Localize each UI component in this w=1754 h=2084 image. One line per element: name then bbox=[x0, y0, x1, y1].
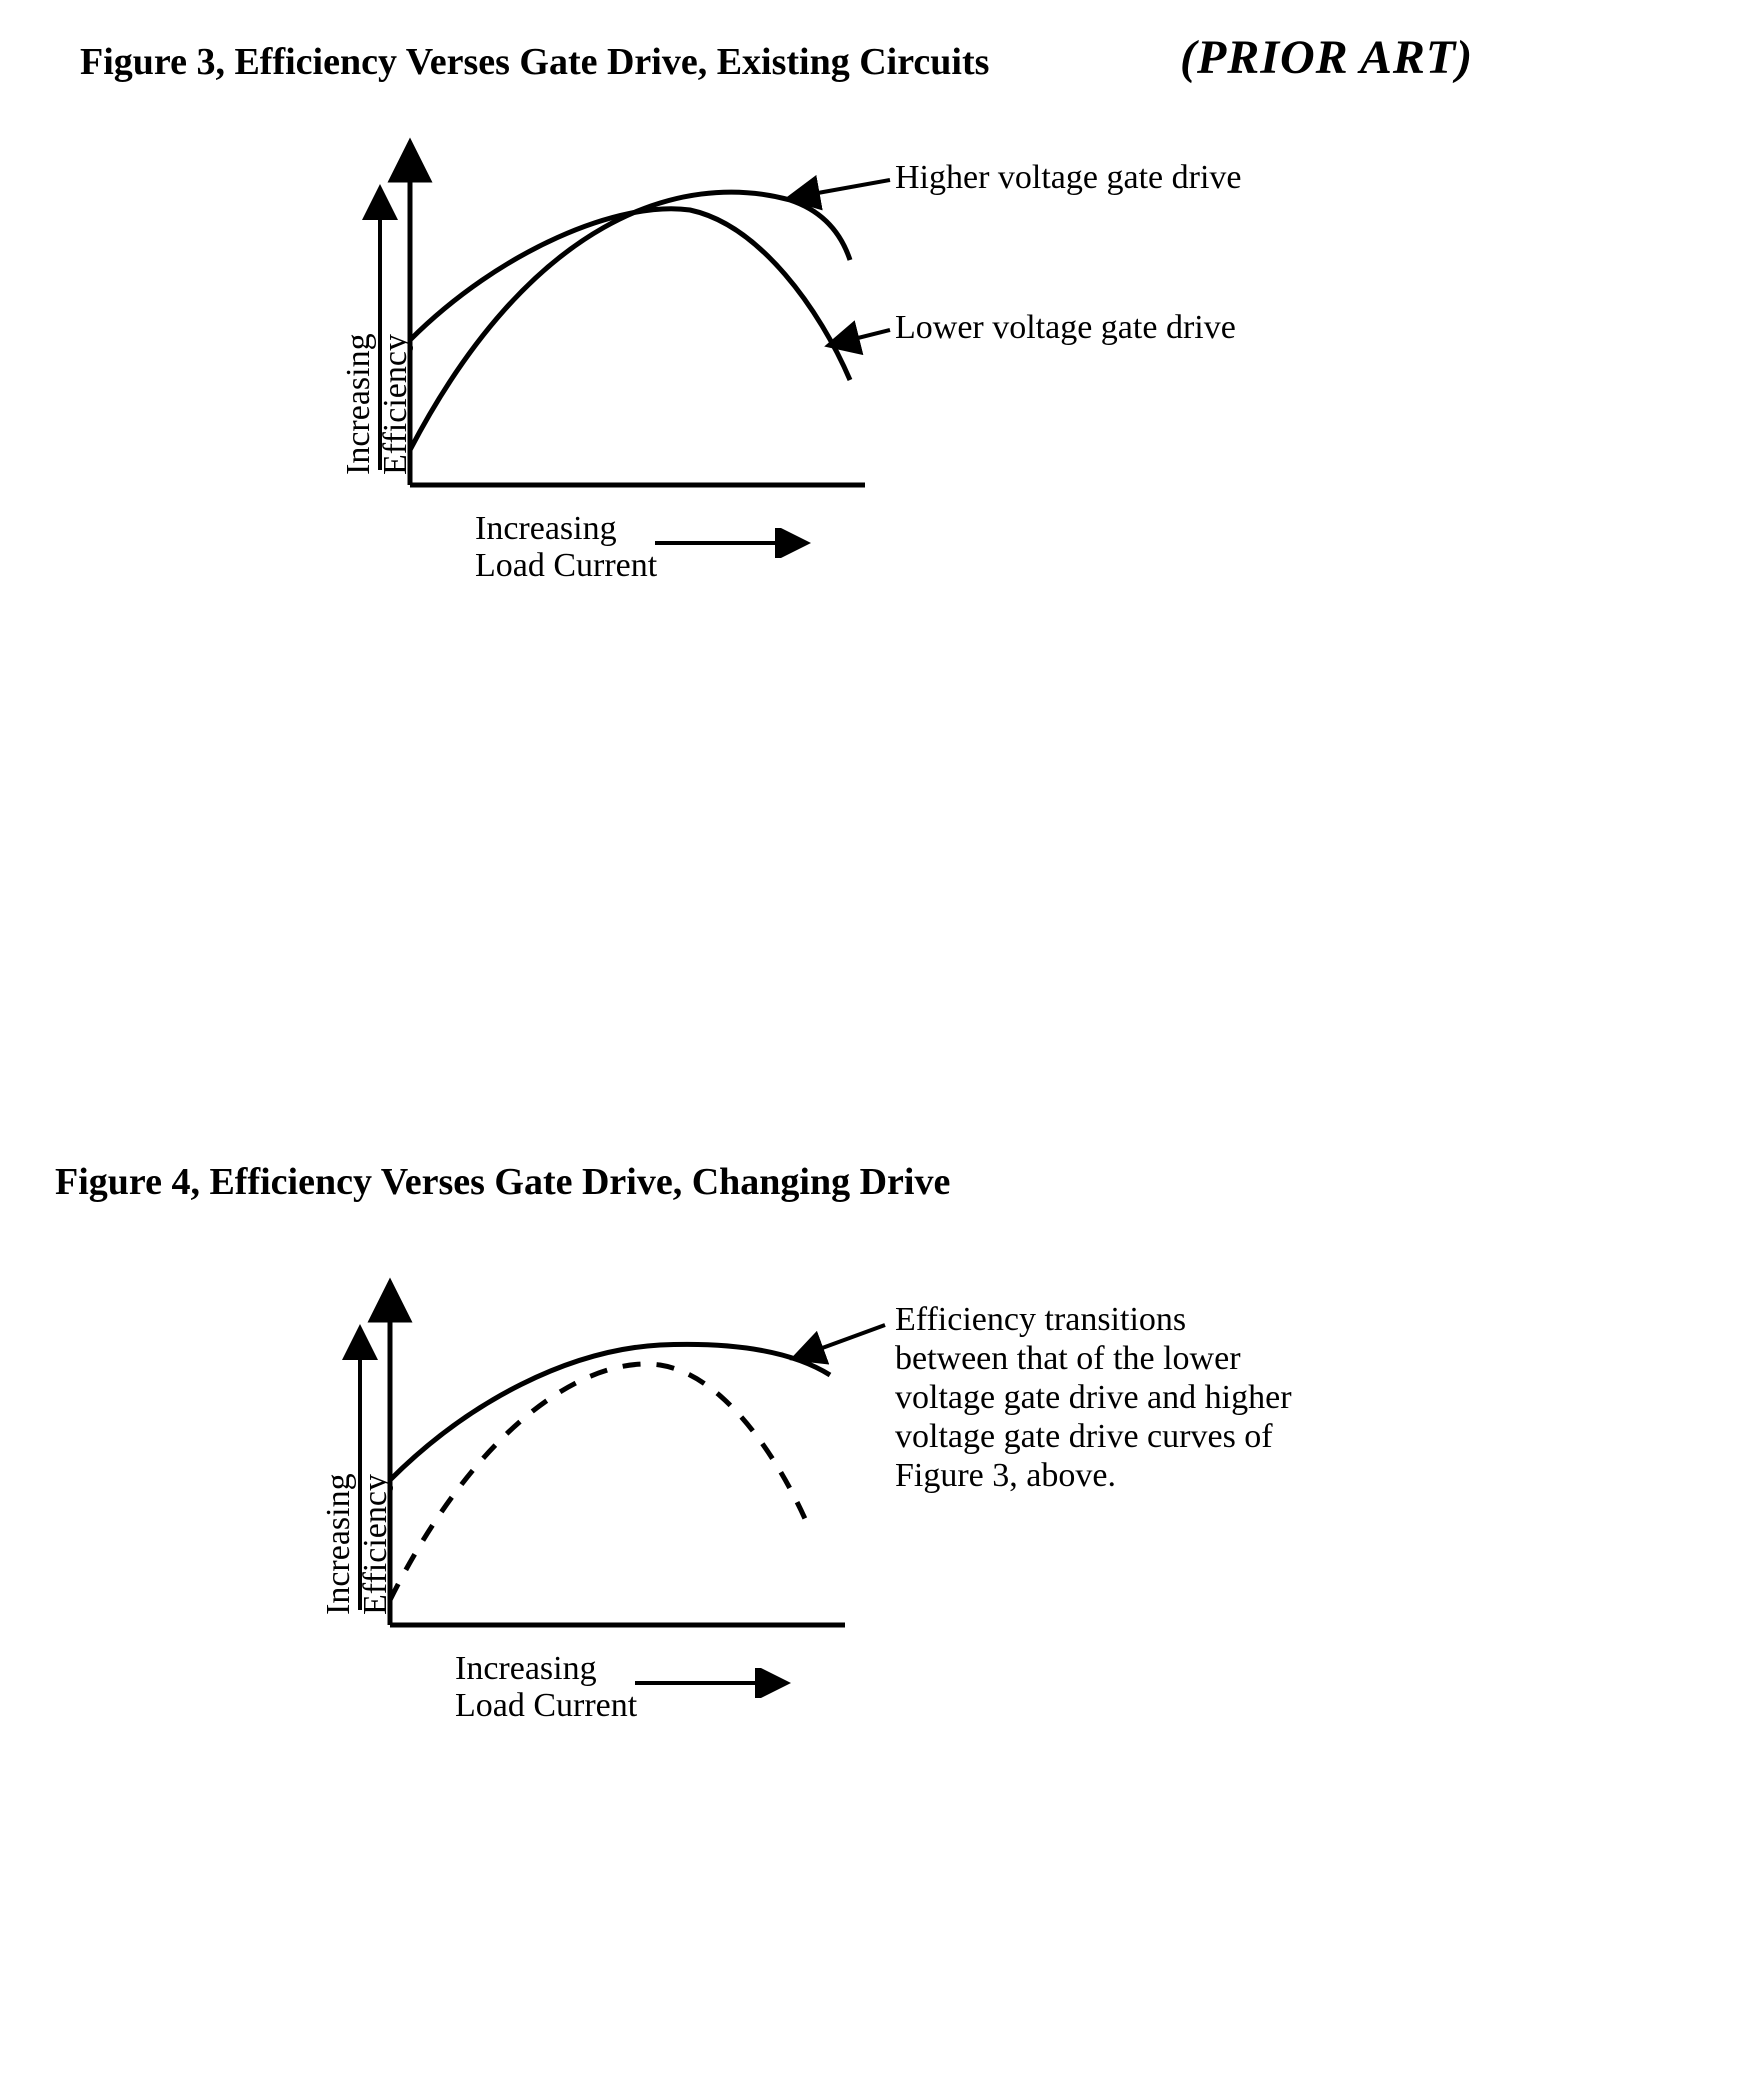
figure4-curve-solid bbox=[390, 1344, 830, 1480]
figure3-title: Figure 3, Efficiency Verses Gate Drive, … bbox=[80, 40, 989, 84]
figure3-annotation-higher: Higher voltage gate drive bbox=[895, 158, 1241, 197]
figure3-pointer-higher bbox=[790, 180, 890, 198]
figure3-y-axis-label: Increasing Efficiency bbox=[340, 318, 415, 475]
figure4-y-axis-label-text: Increasing Efficiency bbox=[320, 1473, 394, 1615]
figure3-x-label-arrow bbox=[650, 528, 820, 558]
figure3-chart bbox=[350, 130, 910, 550]
page: Figure 3, Efficiency Verses Gate Drive, … bbox=[0, 0, 1754, 2084]
figure4-annotation-transition: Efficiency transitions between that of t… bbox=[895, 1300, 1292, 1495]
figure3-x-axis-label: Increasing Load Current bbox=[475, 510, 657, 585]
figure3-annotation-lower: Lower voltage gate drive bbox=[895, 308, 1236, 347]
figure4-x-axis-label-text: Increasing Load Current bbox=[455, 1650, 637, 1724]
figure4-y-axis-label: Increasing Efficiency bbox=[320, 1473, 395, 1615]
figure3-prior-art-handwritten: (PRIOR ART) bbox=[1180, 30, 1473, 85]
figure4-chart bbox=[330, 1270, 890, 1690]
figure4-title: Figure 4, Efficiency Verses Gate Drive, … bbox=[55, 1160, 950, 1204]
figure4-curve-dashed bbox=[390, 1364, 810, 1600]
figure3-curve-higher bbox=[410, 192, 850, 450]
figure4-pointer-transition bbox=[795, 1325, 885, 1358]
figure3-x-axis-label-text: Increasing Load Current bbox=[475, 510, 657, 584]
figure3-curve-lower bbox=[410, 209, 850, 380]
figure3-pointer-lower bbox=[830, 330, 890, 345]
figure3-y-axis-label-text: Increasing Efficiency bbox=[340, 333, 414, 475]
figure4-x-label-arrow bbox=[630, 1668, 800, 1698]
figure4-x-axis-label: Increasing Load Current bbox=[455, 1650, 637, 1725]
